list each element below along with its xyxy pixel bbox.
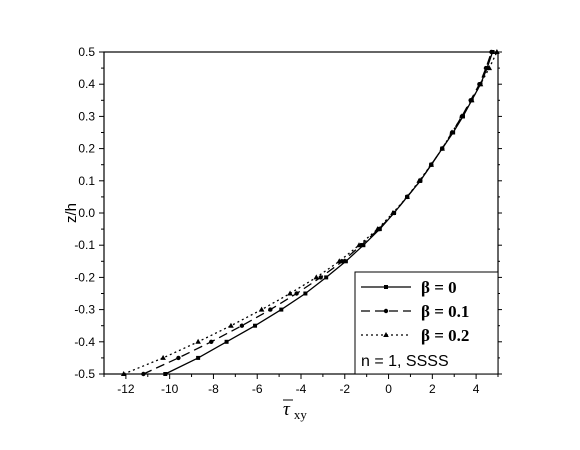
marker-circle — [294, 291, 299, 296]
y-tick-label: -0.2 — [74, 270, 95, 284]
marker-square — [384, 285, 388, 289]
marker-circle — [239, 323, 245, 328]
marker-triangle — [439, 145, 445, 151]
x-axis-label: τ xy — [283, 399, 307, 422]
marker-triangle — [195, 338, 201, 344]
y-tick-label: 0.2 — [78, 142, 95, 156]
marker-square — [279, 307, 284, 312]
marker-triangle — [477, 81, 484, 87]
marker-triangle — [449, 129, 455, 135]
x-tick-label: -4 — [296, 382, 307, 396]
x-axis-label-symbol: τ — [283, 399, 291, 420]
x-axis-label-subscript: xy — [294, 407, 308, 422]
marker-triangle — [336, 258, 343, 264]
marker-circle — [176, 355, 181, 361]
marker-triangle — [404, 193, 410, 199]
x-tick-label: -8 — [208, 382, 219, 396]
y-tick-label: 0.1 — [78, 174, 95, 188]
x-tick-label: 2 — [429, 382, 436, 396]
y-tick-label: -0.3 — [74, 303, 95, 317]
legend-box — [354, 271, 499, 375]
x-tick-label: -6 — [252, 382, 263, 396]
axis-ticks: -12 -10 -8 -6 -4 -2 0 2 4 -0.5 -0.4 -0.3 -0.2 -0.1 0.0… — [74, 45, 502, 396]
y-axis-label: z/h — [63, 203, 80, 223]
legend-label: β = 0 — [421, 278, 457, 297]
marker-triangle — [494, 49, 500, 54]
marker-triangle — [390, 210, 396, 215]
marker-triangle — [287, 290, 293, 296]
marker-triangle — [416, 177, 422, 183]
x-tick-label: -10 — [161, 382, 179, 396]
marker-circle — [383, 308, 389, 314]
svg-text:τ xy: τ xy — [283, 399, 307, 422]
x-tick-label: 4 — [473, 382, 480, 396]
marker-triangle — [160, 354, 166, 360]
marker-triangle — [459, 113, 465, 119]
y-tick-label: 0.4 — [78, 77, 95, 91]
y-tick-label: -0.1 — [74, 238, 95, 252]
marker-square — [303, 291, 308, 296]
y-tick-label: 0.0 — [78, 206, 95, 220]
y-tick-label: -0.4 — [74, 335, 95, 349]
marker-triangle — [428, 161, 435, 167]
series-layer — [120, 49, 500, 377]
marker-circle — [489, 49, 494, 55]
x-tick-label: -2 — [339, 382, 350, 396]
x-tick-label: 0 — [385, 382, 392, 396]
marker-triangle — [258, 306, 265, 312]
marker-square — [253, 323, 258, 328]
marker-circle — [268, 307, 273, 312]
y-tick-label: -0.5 — [74, 367, 95, 381]
legend-annotation: n = 1, SSSS — [361, 353, 449, 370]
marker-circle — [209, 339, 214, 344]
legend-label: β = 0.2 — [421, 326, 469, 345]
marker-triangle — [468, 97, 475, 103]
legend: β = 0 β = 0.1 β = 0.2 n = 1, SSSS — [354, 271, 499, 375]
marker-triangle — [228, 322, 234, 328]
marker-triangle — [486, 65, 493, 71]
y-tick-label: 0.5 — [78, 45, 95, 59]
marker-circle — [141, 371, 146, 377]
marker-triangle — [374, 226, 381, 232]
marker-triangle — [383, 332, 389, 337]
marker-square — [224, 339, 229, 344]
legend-label: β = 0.1 — [421, 302, 469, 321]
marker-triangle — [313, 274, 320, 280]
marker-square — [196, 355, 201, 360]
y-tick-label: 0.3 — [78, 109, 95, 123]
marker-square — [163, 372, 168, 376]
marker-circle — [318, 275, 323, 280]
marker-square — [324, 275, 329, 280]
x-tick-label: -12 — [117, 382, 135, 396]
marker-triangle — [356, 242, 362, 248]
marker-square — [343, 259, 348, 264]
marker-triangle — [120, 371, 127, 376]
series-2 — [120, 49, 500, 376]
